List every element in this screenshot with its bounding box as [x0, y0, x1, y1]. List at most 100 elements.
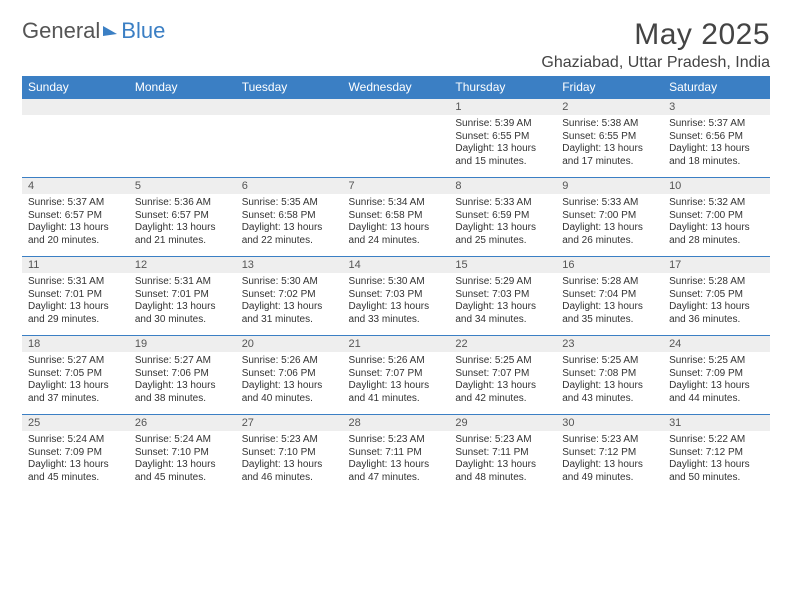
- daylight-line: Daylight: 13 hours and 45 minutes.: [135, 459, 230, 484]
- daylight-line: Daylight: 13 hours and 20 minutes.: [28, 222, 123, 247]
- calendar-day-cell: 9Sunrise: 5:33 AMSunset: 7:00 PMDaylight…: [556, 178, 663, 257]
- sunrise-line: Sunrise: 5:30 AM: [349, 276, 444, 289]
- sunset-line: Sunset: 7:01 PM: [135, 289, 230, 302]
- sunrise-line: Sunrise: 5:25 AM: [669, 355, 764, 368]
- day-data: Sunrise: 5:31 AMSunset: 7:01 PMDaylight:…: [129, 273, 236, 335]
- daylight-line: Daylight: 13 hours and 41 minutes.: [349, 380, 444, 405]
- day-number: 22: [449, 336, 556, 352]
- calendar-day-cell: 29Sunrise: 5:23 AMSunset: 7:11 PMDayligh…: [449, 415, 556, 494]
- day-number: 26: [129, 415, 236, 431]
- sunset-line: Sunset: 7:09 PM: [28, 447, 123, 460]
- day-number: 17: [663, 257, 770, 273]
- sunrise-line: Sunrise: 5:23 AM: [455, 434, 550, 447]
- sunrise-line: Sunrise: 5:31 AM: [28, 276, 123, 289]
- day-data: Sunrise: 5:26 AMSunset: 7:06 PMDaylight:…: [236, 352, 343, 414]
- day-number: 3: [663, 99, 770, 115]
- daylight-line: Daylight: 13 hours and 36 minutes.: [669, 301, 764, 326]
- day-number: 19: [129, 336, 236, 352]
- day-data: Sunrise: 5:25 AMSunset: 7:07 PMDaylight:…: [449, 352, 556, 414]
- sunrise-line: Sunrise: 5:22 AM: [669, 434, 764, 447]
- daylight-line: Daylight: 13 hours and 46 minutes.: [242, 459, 337, 484]
- sunset-line: Sunset: 6:58 PM: [349, 210, 444, 223]
- title-block: May 2025 Ghaziabad, Uttar Pradesh, India: [541, 18, 770, 72]
- sunset-line: Sunset: 7:06 PM: [242, 368, 337, 381]
- calendar-day-cell: 2Sunrise: 5:38 AMSunset: 6:55 PMDaylight…: [556, 99, 663, 178]
- calendar-body: 1Sunrise: 5:39 AMSunset: 6:55 PMDaylight…: [22, 99, 770, 494]
- day-data: [129, 115, 236, 177]
- weekday-header: Saturday: [663, 76, 770, 99]
- day-data: Sunrise: 5:30 AMSunset: 7:02 PMDaylight:…: [236, 273, 343, 335]
- daylight-line: Daylight: 13 hours and 49 minutes.: [562, 459, 657, 484]
- day-data: Sunrise: 5:33 AMSunset: 7:00 PMDaylight:…: [556, 194, 663, 256]
- sunrise-line: Sunrise: 5:39 AM: [455, 118, 550, 131]
- daylight-line: Daylight: 13 hours and 17 minutes.: [562, 143, 657, 168]
- calendar-week-row: 1Sunrise: 5:39 AMSunset: 6:55 PMDaylight…: [22, 99, 770, 178]
- day-data: Sunrise: 5:32 AMSunset: 7:00 PMDaylight:…: [663, 194, 770, 256]
- sunrise-line: Sunrise: 5:23 AM: [349, 434, 444, 447]
- sunset-line: Sunset: 7:00 PM: [669, 210, 764, 223]
- day-number: 20: [236, 336, 343, 352]
- daylight-line: Daylight: 13 hours and 18 minutes.: [669, 143, 764, 168]
- day-number: 30: [556, 415, 663, 431]
- calendar-day-cell: 8Sunrise: 5:33 AMSunset: 6:59 PMDaylight…: [449, 178, 556, 257]
- calendar-day-cell: 11Sunrise: 5:31 AMSunset: 7:01 PMDayligh…: [22, 257, 129, 336]
- day-data: [22, 115, 129, 177]
- sunrise-line: Sunrise: 5:24 AM: [28, 434, 123, 447]
- daylight-line: Daylight: 13 hours and 21 minutes.: [135, 222, 230, 247]
- day-number: 18: [22, 336, 129, 352]
- sunset-line: Sunset: 7:10 PM: [135, 447, 230, 460]
- calendar-day-cell: 18Sunrise: 5:27 AMSunset: 7:05 PMDayligh…: [22, 336, 129, 415]
- calendar-day-cell: 26Sunrise: 5:24 AMSunset: 7:10 PMDayligh…: [129, 415, 236, 494]
- sunrise-line: Sunrise: 5:30 AM: [242, 276, 337, 289]
- calendar-day-cell: 30Sunrise: 5:23 AMSunset: 7:12 PMDayligh…: [556, 415, 663, 494]
- calendar-day-cell: 3Sunrise: 5:37 AMSunset: 6:56 PMDaylight…: [663, 99, 770, 178]
- weekday-header: Tuesday: [236, 76, 343, 99]
- sunset-line: Sunset: 7:05 PM: [669, 289, 764, 302]
- day-data: Sunrise: 5:31 AMSunset: 7:01 PMDaylight:…: [22, 273, 129, 335]
- calendar-day-cell: 12Sunrise: 5:31 AMSunset: 7:01 PMDayligh…: [129, 257, 236, 336]
- daylight-line: Daylight: 13 hours and 43 minutes.: [562, 380, 657, 405]
- sunset-line: Sunset: 7:07 PM: [455, 368, 550, 381]
- daylight-line: Daylight: 13 hours and 45 minutes.: [28, 459, 123, 484]
- day-number: [22, 99, 129, 115]
- logo-text-b: Blue: [121, 18, 165, 44]
- calendar-day-cell: 14Sunrise: 5:30 AMSunset: 7:03 PMDayligh…: [343, 257, 450, 336]
- day-number: 11: [22, 257, 129, 273]
- day-data: Sunrise: 5:24 AMSunset: 7:09 PMDaylight:…: [22, 431, 129, 493]
- logo-triangle-icon: [103, 24, 117, 36]
- calendar-day-cell: 25Sunrise: 5:24 AMSunset: 7:09 PMDayligh…: [22, 415, 129, 494]
- daylight-line: Daylight: 13 hours and 25 minutes.: [455, 222, 550, 247]
- sunrise-line: Sunrise: 5:26 AM: [242, 355, 337, 368]
- day-data: Sunrise: 5:27 AMSunset: 7:06 PMDaylight:…: [129, 352, 236, 414]
- calendar-day-cell: 24Sunrise: 5:25 AMSunset: 7:09 PMDayligh…: [663, 336, 770, 415]
- day-number: 7: [343, 178, 450, 194]
- calendar-day-cell: 4Sunrise: 5:37 AMSunset: 6:57 PMDaylight…: [22, 178, 129, 257]
- sunset-line: Sunset: 6:56 PM: [669, 131, 764, 144]
- calendar-week-row: 25Sunrise: 5:24 AMSunset: 7:09 PMDayligh…: [22, 415, 770, 494]
- day-data: Sunrise: 5:37 AMSunset: 6:57 PMDaylight:…: [22, 194, 129, 256]
- calendar-day-cell: 21Sunrise: 5:26 AMSunset: 7:07 PMDayligh…: [343, 336, 450, 415]
- sunset-line: Sunset: 7:11 PM: [455, 447, 550, 460]
- sunrise-line: Sunrise: 5:32 AM: [669, 197, 764, 210]
- sunset-line: Sunset: 6:55 PM: [455, 131, 550, 144]
- day-number: 13: [236, 257, 343, 273]
- calendar-day-cell: 22Sunrise: 5:25 AMSunset: 7:07 PMDayligh…: [449, 336, 556, 415]
- daylight-line: Daylight: 13 hours and 48 minutes.: [455, 459, 550, 484]
- calendar-empty-cell: [22, 99, 129, 178]
- sunset-line: Sunset: 7:08 PM: [562, 368, 657, 381]
- sunset-line: Sunset: 7:11 PM: [349, 447, 444, 460]
- day-number: 9: [556, 178, 663, 194]
- calendar-empty-cell: [343, 99, 450, 178]
- header: General Blue May 2025 Ghaziabad, Uttar P…: [22, 18, 770, 72]
- calendar-day-cell: 17Sunrise: 5:28 AMSunset: 7:05 PMDayligh…: [663, 257, 770, 336]
- day-data: Sunrise: 5:24 AMSunset: 7:10 PMDaylight:…: [129, 431, 236, 493]
- calendar-day-cell: 19Sunrise: 5:27 AMSunset: 7:06 PMDayligh…: [129, 336, 236, 415]
- sunset-line: Sunset: 7:12 PM: [562, 447, 657, 460]
- calendar-day-cell: 10Sunrise: 5:32 AMSunset: 7:00 PMDayligh…: [663, 178, 770, 257]
- weekday-header: Thursday: [449, 76, 556, 99]
- location-subtitle: Ghaziabad, Uttar Pradesh, India: [541, 54, 770, 72]
- sunrise-line: Sunrise: 5:26 AM: [349, 355, 444, 368]
- calendar-empty-cell: [236, 99, 343, 178]
- day-number: 16: [556, 257, 663, 273]
- day-number: 27: [236, 415, 343, 431]
